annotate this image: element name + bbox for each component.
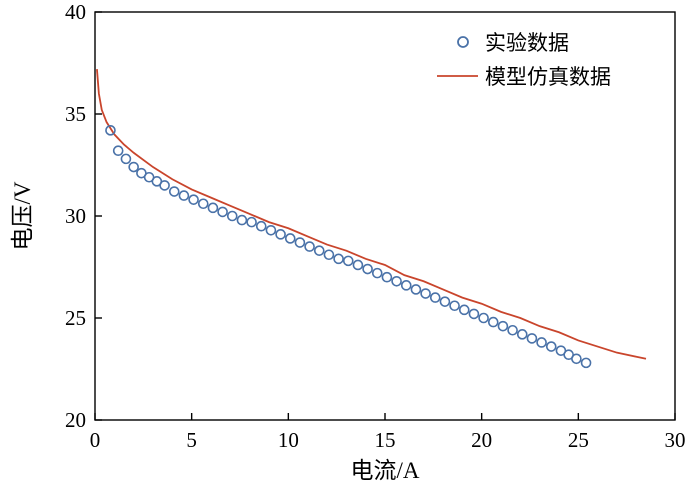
- x-tick-label: 10: [278, 428, 299, 452]
- data-point: [236, 214, 248, 226]
- axis-ticks: [94, 11, 676, 421]
- data-point: [105, 125, 116, 136]
- y-axis-label: 电压/V: [10, 181, 35, 250]
- data-point: [159, 180, 170, 191]
- data-point: [197, 198, 209, 210]
- x-tick-label: 30: [665, 428, 686, 452]
- legend-marker-experimental-icon: [457, 36, 469, 48]
- data-point: [128, 161, 139, 173]
- data-point: [536, 337, 547, 348]
- data-point: [487, 316, 499, 328]
- data-point: [420, 288, 431, 299]
- data-point: [265, 224, 277, 236]
- data-point: [516, 329, 528, 340]
- data-point: [439, 296, 451, 307]
- legend-label-model: 模型仿真数据: [485, 65, 611, 89]
- data-point: [352, 259, 364, 271]
- data-point: [371, 267, 383, 279]
- data-point: [429, 292, 441, 303]
- y-tick-label: 20: [65, 408, 86, 432]
- y-tick-labels: 20 25 30 35 40: [65, 0, 86, 432]
- data-point: [246, 216, 257, 228]
- data-point: [468, 308, 480, 320]
- data-point: [178, 190, 190, 201]
- data-point: [497, 320, 509, 332]
- y-tick-label: 25: [65, 306, 86, 330]
- data-point: [207, 202, 219, 214]
- data-point: [313, 245, 325, 256]
- data-point: [112, 145, 124, 157]
- data-point: [304, 241, 315, 252]
- x-tick-label: 5: [186, 428, 197, 452]
- data-point: [458, 304, 470, 316]
- x-tick-labels: 0 5 10 15 20 25 30: [90, 428, 686, 452]
- data-point: [571, 353, 582, 365]
- data-point: [275, 229, 286, 240]
- data-point: [333, 253, 344, 265]
- legend-label-experimental: 实验数据: [485, 31, 569, 55]
- data-point: [342, 255, 354, 267]
- data-point: [400, 280, 412, 291]
- data-point: [478, 312, 489, 324]
- data-point: [323, 249, 335, 261]
- legend: 实验数据 模型仿真数据: [437, 31, 611, 89]
- x-tick-label: 0: [90, 428, 101, 452]
- experimental-data-points: [105, 125, 592, 369]
- data-point: [526, 333, 538, 344]
- y-tick-label: 35: [65, 102, 86, 126]
- data-point: [362, 263, 373, 275]
- data-point: [294, 237, 306, 248]
- data-point: [226, 210, 238, 222]
- data-point: [580, 357, 592, 369]
- model-line-series: [96, 69, 647, 360]
- x-axis-label: 电流/A: [351, 458, 420, 483]
- data-point: [381, 271, 393, 283]
- data-point: [449, 300, 460, 312]
- y-tick-label: 30: [65, 204, 86, 228]
- data-point: [168, 186, 180, 197]
- data-point: [255, 220, 267, 232]
- y-tick-label: 40: [65, 0, 86, 24]
- data-point: [507, 324, 518, 336]
- data-point: [188, 194, 199, 205]
- data-point: [545, 341, 557, 352]
- data-point: [120, 153, 132, 165]
- x-tick-label: 25: [568, 428, 589, 452]
- data-point: [410, 284, 422, 295]
- data-point: [391, 275, 402, 287]
- x-tick-label: 15: [375, 428, 396, 452]
- data-point: [284, 233, 296, 244]
- x-tick-label: 20: [471, 428, 492, 452]
- data-point: [217, 206, 228, 218]
